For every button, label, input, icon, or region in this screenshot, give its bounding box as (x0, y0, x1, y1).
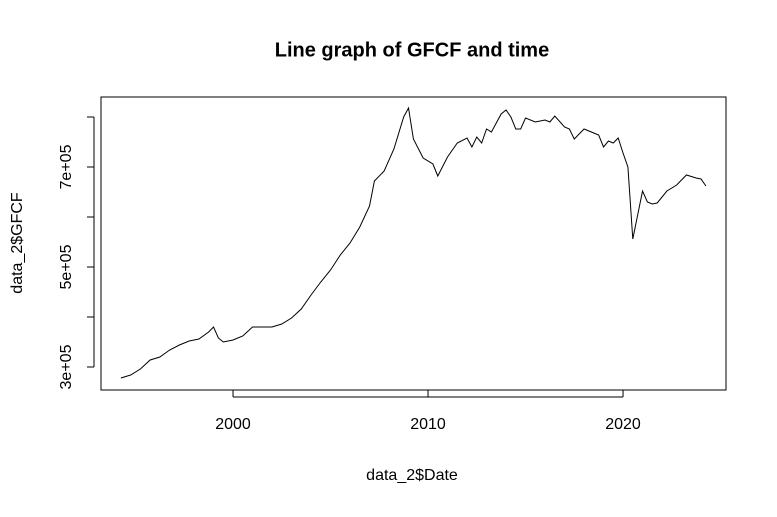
y-tick-label: 3e+05 (58, 344, 75, 389)
x-tick-label: 2020 (605, 416, 641, 433)
plot-box (100, 96, 727, 391)
x-tick-label: 2010 (410, 416, 446, 433)
x-tick-label: 2000 (215, 416, 251, 433)
y-tick-label: 7e+05 (58, 144, 75, 189)
y-axis-label: data_2$GFCF (9, 192, 26, 294)
line-series (120, 106, 707, 379)
x-axis-label: data_2$Date (366, 467, 458, 484)
y-tick-label: 5e+05 (58, 244, 75, 289)
chart-title: Line graph of GFCF and time (275, 39, 549, 61)
